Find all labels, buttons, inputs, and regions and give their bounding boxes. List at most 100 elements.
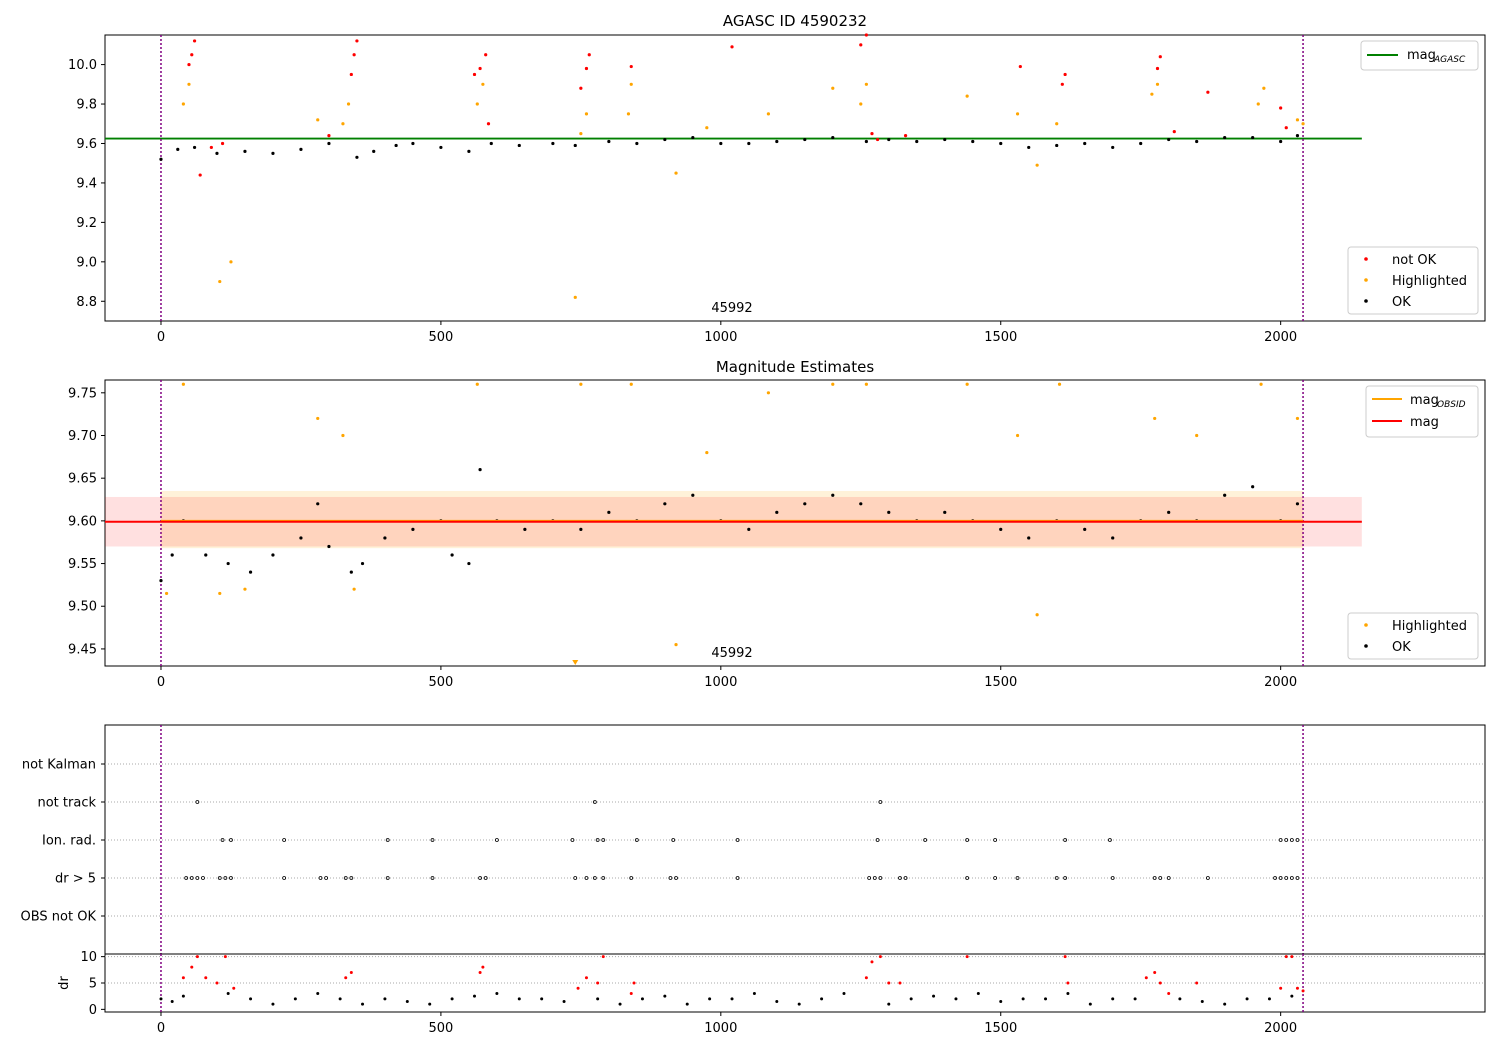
- flag-point: [965, 876, 970, 880]
- flag-point: [1063, 838, 1068, 842]
- data-point: [486, 122, 491, 126]
- agasc-panel-title: AGASC ID 4590232: [723, 12, 867, 30]
- flag-point: [595, 838, 600, 842]
- data-point: [475, 102, 479, 106]
- flag-point: [385, 876, 390, 880]
- data-point: [859, 43, 863, 47]
- data-point: [475, 382, 479, 386]
- data-point: [1155, 66, 1160, 71]
- data-point: [159, 157, 163, 161]
- data-point: [943, 510, 947, 514]
- flag-point: [220, 838, 225, 842]
- data-point: [355, 155, 359, 159]
- data-point: [1035, 613, 1039, 617]
- data-point: [164, 591, 169, 596]
- data-point: [159, 997, 163, 1001]
- data-point: [864, 976, 868, 980]
- flag-point: [229, 876, 233, 880]
- data-point: [218, 279, 222, 284]
- flag-point: [903, 876, 908, 880]
- flag-point: [385, 838, 390, 842]
- data-point: [607, 139, 611, 144]
- data-point: [1245, 997, 1249, 1001]
- flag-point: [494, 838, 499, 842]
- data-point: [204, 976, 208, 980]
- obsid-annotation: 45992: [711, 646, 752, 661]
- data-point: [1290, 955, 1294, 959]
- data-point: [372, 149, 376, 153]
- data-point: [198, 173, 202, 177]
- flag-point: [189, 876, 194, 880]
- flag-point: [1205, 876, 1210, 880]
- x-tick-label: 500: [428, 1021, 453, 1036]
- data-point: [249, 997, 253, 1001]
- data-point: [831, 382, 835, 386]
- flag-point: [735, 838, 740, 842]
- data-point: [1153, 416, 1157, 421]
- flag-point: [195, 800, 200, 804]
- data-point: [1027, 536, 1031, 540]
- legend-marker: [1364, 299, 1368, 303]
- data-point: [344, 976, 348, 980]
- y-tick-label: 9.0: [76, 255, 97, 270]
- data-point: [341, 122, 345, 126]
- data-point: [223, 955, 227, 959]
- data-point: [1206, 90, 1210, 94]
- flag-point: [592, 876, 597, 880]
- data-point: [775, 139, 779, 144]
- data-point: [1195, 433, 1199, 438]
- y-tick-label: 9.70: [68, 429, 97, 444]
- flag-point: [1273, 876, 1277, 880]
- data-point: [971, 139, 975, 144]
- data-point: [965, 94, 969, 98]
- data-point: [859, 102, 863, 106]
- legend-box: [1347, 246, 1479, 315]
- data-point: [797, 1002, 801, 1006]
- y-tick-label: 8.8: [76, 295, 97, 310]
- data-point: [1055, 143, 1059, 148]
- data-point: [596, 981, 600, 985]
- data-point: [467, 149, 471, 153]
- flag-point: [1063, 876, 1068, 880]
- data-point: [523, 527, 527, 532]
- data-point: [640, 997, 644, 1001]
- y-tick-label: 9.45: [68, 642, 97, 657]
- data-point: [159, 579, 163, 583]
- data-point: [1035, 163, 1039, 167]
- data-point: [517, 143, 521, 148]
- data-point: [181, 976, 185, 980]
- flag-point: [1054, 876, 1059, 880]
- data-point: [708, 997, 712, 1001]
- data-point: [775, 999, 779, 1003]
- x-tick-label: 1000: [704, 675, 737, 690]
- data-point: [803, 137, 807, 142]
- data-point: [730, 997, 734, 1001]
- x-tick-label: 0: [157, 675, 165, 690]
- legend-label: not OK: [1392, 253, 1437, 268]
- data-point: [299, 147, 303, 151]
- data-point: [878, 955, 882, 959]
- data-point: [489, 141, 493, 146]
- x-tick-label: 0: [157, 1021, 165, 1036]
- data-point: [903, 133, 908, 138]
- flag-point: [1278, 838, 1283, 842]
- data-point: [450, 553, 454, 557]
- data-point: [954, 997, 958, 1001]
- data-point: [1279, 986, 1283, 990]
- x-tick-label: 500: [428, 330, 453, 345]
- flag-point: [878, 800, 883, 804]
- legend-label-subscript: OBSID: [1437, 400, 1466, 410]
- data-point: [495, 992, 499, 996]
- data-point: [870, 132, 874, 136]
- data-point: [1167, 510, 1171, 514]
- data-point: [187, 62, 191, 67]
- data-point: [859, 502, 863, 506]
- data-point: [1167, 137, 1171, 142]
- flag-point: [601, 876, 606, 880]
- flag-point: [592, 800, 597, 804]
- data-point: [663, 137, 667, 142]
- legend-marker: [1364, 644, 1368, 648]
- data-point: [864, 382, 868, 386]
- data-point: [170, 999, 174, 1003]
- flag-point: [867, 876, 872, 880]
